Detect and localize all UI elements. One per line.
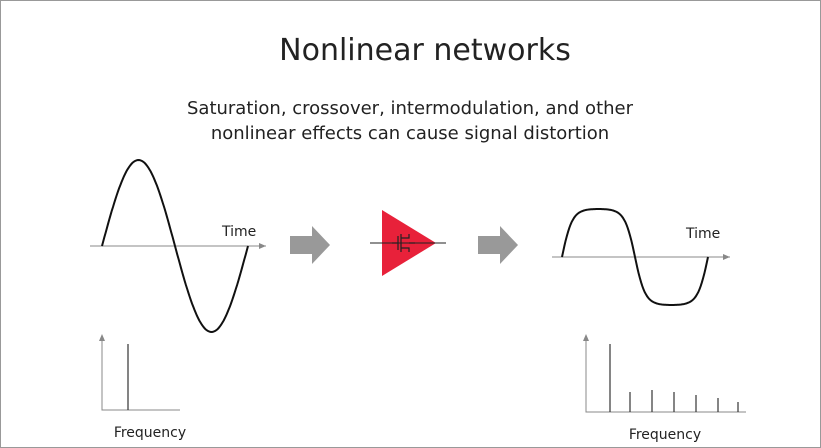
flow-arrow xyxy=(478,226,518,264)
harmonics xyxy=(609,344,739,412)
frequency-axes xyxy=(585,336,746,413)
frequency-axes xyxy=(101,336,180,411)
axis-arrow xyxy=(259,243,266,249)
title: Nonlinear networks xyxy=(279,33,571,68)
time-label: Time xyxy=(685,226,720,242)
subtitle-line: nonlinear effects can cause signal disto… xyxy=(211,123,609,144)
axis-arrow xyxy=(583,334,589,341)
time-label: Time xyxy=(221,224,256,240)
transistor-symbol xyxy=(392,234,415,252)
frequency-label: Frequency xyxy=(114,425,186,441)
axis-arrow xyxy=(723,254,730,260)
distorted-sine xyxy=(561,208,709,306)
subtitle-line: Saturation, crossover, intermodulation, … xyxy=(187,98,634,119)
axis-arrow xyxy=(99,334,105,341)
frequency-label: Frequency xyxy=(629,427,701,443)
flow-arrow xyxy=(290,226,330,264)
input-sine xyxy=(101,158,249,334)
